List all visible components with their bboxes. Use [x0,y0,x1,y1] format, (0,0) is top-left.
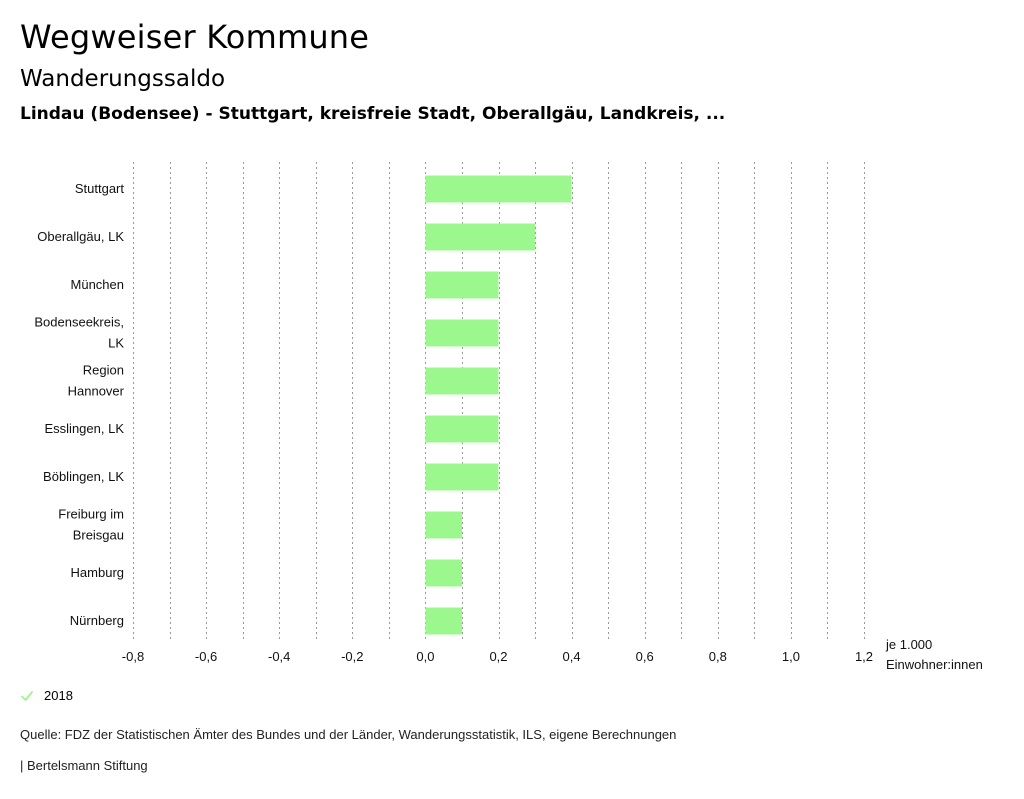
x-axis-label-line: je 1.000 [885,637,932,652]
page-subtitle: Wanderungssaldo [20,66,226,92]
source-note: Quelle: FDZ der Statistischen Ämter des … [20,727,677,742]
bar-chart: Stuttgart Oberallgäu, LK München Bodenseekr… [34,162,983,672]
x-tick-label: -0,2 [341,649,363,664]
category-label: Stuttgart [75,181,125,196]
category-label: Freiburg im [58,507,124,522]
bar-8 [425,559,462,587]
bar-0 [425,175,572,203]
category-label: Hannover [68,384,125,399]
x-tick-label: 0,6 [636,649,654,664]
category-label: Bodenseekreis, [34,315,124,330]
region-selection[interactable]: Lindau (Bodensee) - Stuttgart, kreisfrei… [20,104,726,124]
x-tick-label: 1,2 [855,649,873,664]
check-icon [21,690,33,701]
category-label: Böblingen, LK [43,469,124,484]
category-label: Nürnberg [70,613,124,628]
x-tick-label: 0,0 [416,649,434,664]
legend-label: 2018 [44,688,73,703]
x-tick-labels: -0,8 -0,6 -0,4 -0,2 0,0 0,2 0,4 0,6 0,8 1,0 1,2 [122,649,873,664]
category-labels: Stuttgart Oberallgäu, LK München Bodenseekr… [34,181,124,628]
page-title: Wegweiser Kommune [20,18,370,56]
category-label: LK [108,336,124,351]
category-label: Hamburg [71,565,124,580]
x-tick-label: 1,0 [782,649,800,664]
bars [425,175,572,635]
bar-6 [425,463,499,491]
x-tick-label: 0,2 [489,649,507,664]
bar-2 [425,271,499,299]
x-axis-label: je 1.000 Einwohner:innen [885,637,983,672]
category-label: Region [83,363,124,378]
category-label: Breisgau [73,528,124,543]
x-axis-label-line: Einwohner:innen [886,657,983,672]
bar-3 [425,319,499,347]
bar-4 [425,367,499,395]
category-label: München [71,277,124,292]
category-label: Oberallgäu, LK [37,229,124,244]
bar-1 [425,223,536,251]
legend[interactable]: 2018 [20,688,73,703]
bar-7 [425,511,462,539]
x-tick-label: 0,8 [709,649,727,664]
publisher-note: | Bertelsmann Stiftung [20,758,148,773]
bar-9 [425,607,462,635]
bar-5 [425,415,499,443]
x-tick-label: 0,4 [563,649,581,664]
x-tick-label: -0,6 [195,649,217,664]
category-label: Esslingen, LK [45,421,125,436]
x-tick-label: -0,4 [268,649,290,664]
x-tick-label: -0,8 [122,649,144,664]
